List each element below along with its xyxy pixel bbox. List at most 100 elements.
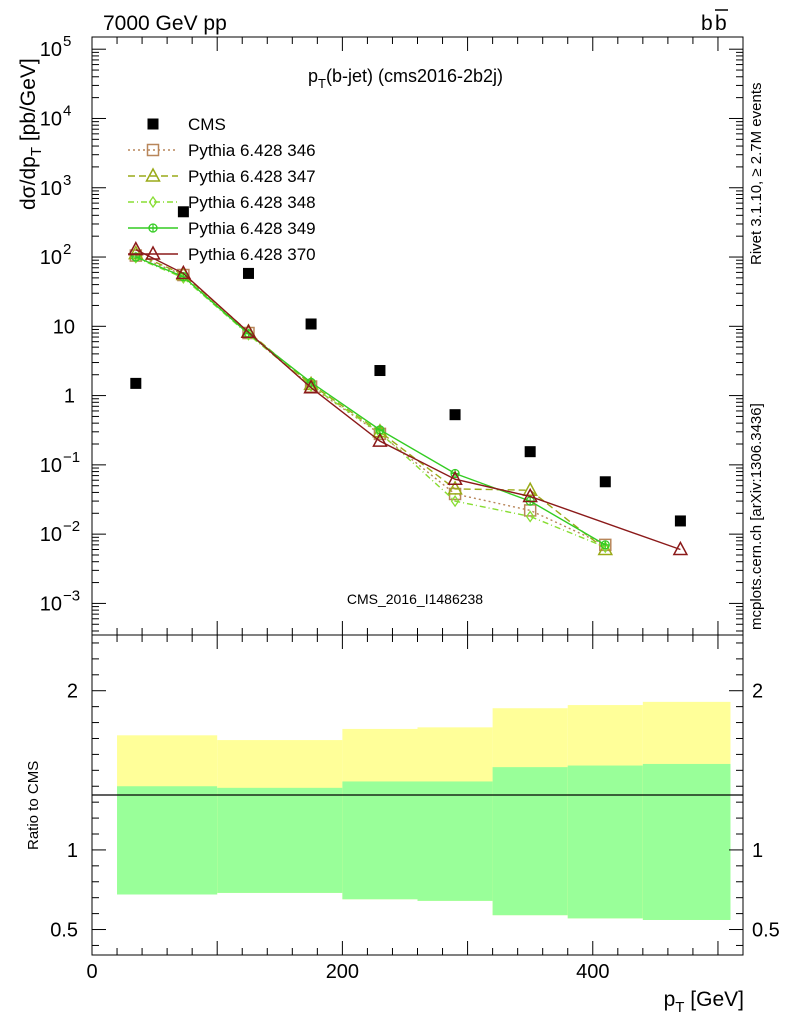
y-tick-label-exponent: −2 (63, 518, 80, 535)
series-5 (128, 241, 689, 556)
legend-marker (148, 195, 158, 209)
data-point (303, 379, 319, 394)
band-inner (217, 787, 343, 893)
legend-label: Pythia 6.428 370 (188, 245, 316, 264)
x-axis-label-sub: T (675, 999, 684, 1016)
y-axis-label-sub: T (28, 147, 45, 156)
y-tick-label: 10 (40, 593, 62, 615)
watermark: CMS_2016_I1486238 (347, 591, 483, 607)
legend-label: Pythia 6.428 348 (188, 193, 316, 212)
y-tick-label: 1 (64, 386, 75, 408)
x-tick-labels: 0 200 400 (86, 961, 609, 983)
legend-entry: Pythia 6.428 347 (128, 167, 316, 186)
series-3 (131, 251, 610, 554)
y-tick-label: 10 (40, 178, 62, 200)
series-line (135, 256, 606, 548)
band-inner (117, 786, 218, 895)
data-point (672, 540, 689, 556)
legend-marker (145, 167, 161, 182)
chart-title-main: p (308, 66, 318, 86)
legend-marker (147, 118, 159, 130)
data-point (240, 323, 257, 339)
band-inner (567, 765, 643, 919)
process-label: b b (701, 9, 728, 35)
band-inner (492, 767, 568, 916)
ratio-y-axis-label: Ratio to CMS (25, 761, 42, 850)
process-label-b: b (701, 12, 713, 35)
series-4 (131, 252, 610, 550)
y-tick-label-exponent: 5 (63, 33, 71, 50)
data-point (449, 409, 461, 421)
y-tick-label: 10 (40, 247, 62, 269)
y-tick-label-exponent: 2 (63, 241, 71, 258)
legend-label: CMS (188, 115, 226, 134)
data-point (305, 318, 317, 330)
data-point (130, 377, 142, 389)
data-point (599, 476, 611, 488)
series-line (135, 256, 606, 546)
x-tick-label: 200 (326, 961, 359, 983)
y-tick-label-exponent: −3 (63, 587, 80, 604)
legend-marker (145, 245, 161, 260)
data-point (374, 365, 386, 377)
ratio-y-tick-label-right: 0.5 (752, 920, 780, 942)
x-axis-label: pT [GeV] (664, 988, 744, 1016)
series-line (135, 248, 681, 551)
ratio-y-tick-label: 1 (67, 840, 78, 862)
data-point (522, 481, 538, 497)
y-tick-label-exponent: 4 (63, 102, 71, 119)
ratio-ticks: 0.5 0.5 1 1 2 2 (50, 635, 780, 955)
band-inner (417, 781, 493, 901)
x-axis-label-main: p (664, 988, 676, 1011)
data-point (447, 480, 463, 495)
legend-entry: Pythia 6.428 370 (128, 245, 316, 264)
data-point (372, 432, 388, 447)
data-point (131, 251, 141, 264)
energy-label: 7000 GeV pp (103, 12, 227, 35)
ratio-y-tick-label-right: 2 (752, 681, 763, 703)
legend-label: Pythia 6.428 349 (188, 219, 316, 238)
data-point (450, 494, 460, 508)
ratio-y-tick-label: 0.5 (50, 920, 78, 942)
ratio-y-tick-label: 2 (67, 681, 78, 703)
legend-entry: Pythia 6.428 348 (128, 193, 316, 212)
y-axis-label-rest: [pb/GeV] (17, 58, 40, 147)
data-point (242, 267, 254, 279)
legend-entry: CMS (147, 115, 226, 134)
data-point (175, 264, 192, 280)
band-inner (642, 763, 731, 920)
legend: CMS Pythia 6.428 346 Pythia 6.428 347 Pythi… (128, 115, 316, 264)
y-tick-label: 10 (40, 455, 62, 477)
chart-title-sub: T (318, 76, 326, 91)
main-ticks (91, 37, 744, 635)
y-tick-label: 10 (40, 108, 62, 130)
ratio-bands (117, 701, 731, 920)
data-point (177, 206, 189, 218)
data-point (244, 328, 253, 341)
legend-entry: Pythia 6.428 349 (128, 219, 316, 238)
ratio-y-tick-label-right: 1 (752, 840, 763, 862)
data-point (674, 515, 686, 527)
x-tick-label: 400 (576, 961, 609, 983)
main-series (128, 206, 689, 556)
x-tick-label: 0 (86, 961, 97, 983)
y-tick-label-exponent: −1 (63, 449, 80, 466)
legend-label: Pythia 6.428 347 (188, 167, 316, 186)
y-axis-label: dσ/dpT [pb/GeV] (17, 58, 45, 210)
data-point (522, 487, 538, 503)
data-point (447, 470, 463, 485)
data-point (524, 446, 536, 458)
legend-entry: Pythia 6.428 346 (128, 141, 316, 160)
y-axis-label-main: dσ/dp (17, 156, 40, 210)
data-point (303, 375, 319, 391)
rivet-label: Rivet 3.1.10, ≥ 2.7M events (748, 83, 765, 266)
y-tick-label: 10 (40, 524, 62, 546)
legend-label: Pythia 6.428 346 (188, 141, 316, 160)
y-tick-label-exponent: 3 (63, 172, 71, 189)
band-inner (342, 781, 418, 900)
chart-title: pT(b-jet) (cms2016-2b2j) (308, 66, 503, 91)
data-point (525, 510, 535, 523)
y-tick-label: 10 (40, 39, 62, 61)
